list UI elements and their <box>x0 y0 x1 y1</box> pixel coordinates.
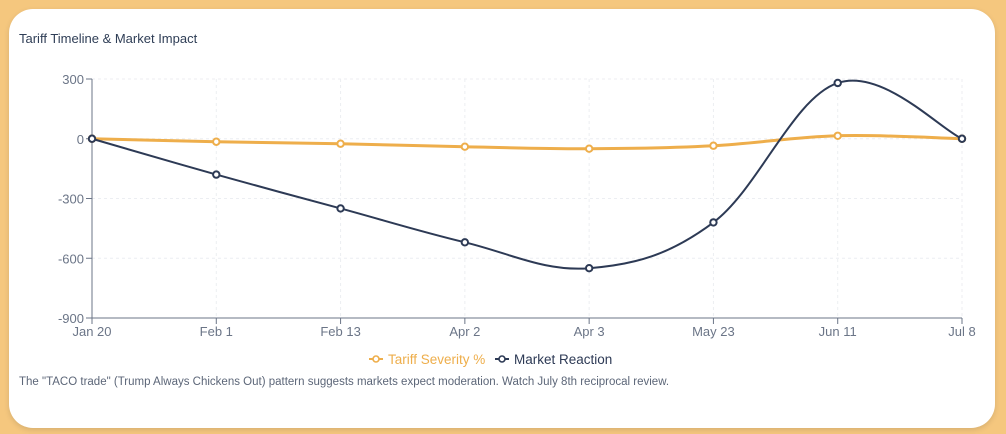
x-tick-label: Apr 3 <box>574 324 605 339</box>
legend-item-1: Tariff Severity % <box>369 352 485 367</box>
series-1-point <box>833 131 842 140</box>
series-2-point <box>709 218 718 227</box>
y-tick-label: 0 <box>77 132 84 147</box>
series-1-point <box>336 139 345 148</box>
series-1-point <box>709 141 718 150</box>
y-tick-label: -600 <box>58 251 84 266</box>
x-tick-label: Apr 2 <box>449 324 480 339</box>
series-1-point <box>212 137 221 146</box>
y-tick-label: -900 <box>58 311 84 326</box>
chart-footnote: The "TACO trade" (Trump Always Chickens … <box>19 376 670 388</box>
series-2-point <box>957 134 967 143</box>
legend-label: Market Reaction <box>514 352 612 367</box>
chart-title: Tariff Timeline & Market Impact <box>19 31 198 46</box>
legend-swatch-marker <box>372 355 380 363</box>
legend-label: Tariff Severity % <box>388 352 485 367</box>
legend-swatch-marker <box>498 355 506 363</box>
y-tick-label: -300 <box>58 192 84 207</box>
series-2-point <box>833 78 842 88</box>
x-tick-label: Feb 13 <box>320 324 360 339</box>
series-1-point <box>584 144 594 153</box>
series-2-point <box>87 134 97 143</box>
series-2-point <box>336 204 345 213</box>
series-2-point <box>584 264 594 273</box>
series-2-point <box>212 170 221 179</box>
series-line-2 <box>91 79 963 270</box>
y-tick-label: 300 <box>62 72 84 87</box>
series-1-point <box>460 142 470 151</box>
series-line-1 <box>91 134 963 151</box>
x-tick-label: Jun 11 <box>819 324 857 339</box>
x-tick-label: May 23 <box>692 324 735 339</box>
x-tick-label: Jul 8 <box>948 324 975 339</box>
series-2-point <box>460 238 470 247</box>
x-tick-label: Jan 20 <box>72 324 111 339</box>
legend-item-2: Market Reaction <box>495 352 612 367</box>
x-tick-label: Feb 1 <box>200 324 233 339</box>
